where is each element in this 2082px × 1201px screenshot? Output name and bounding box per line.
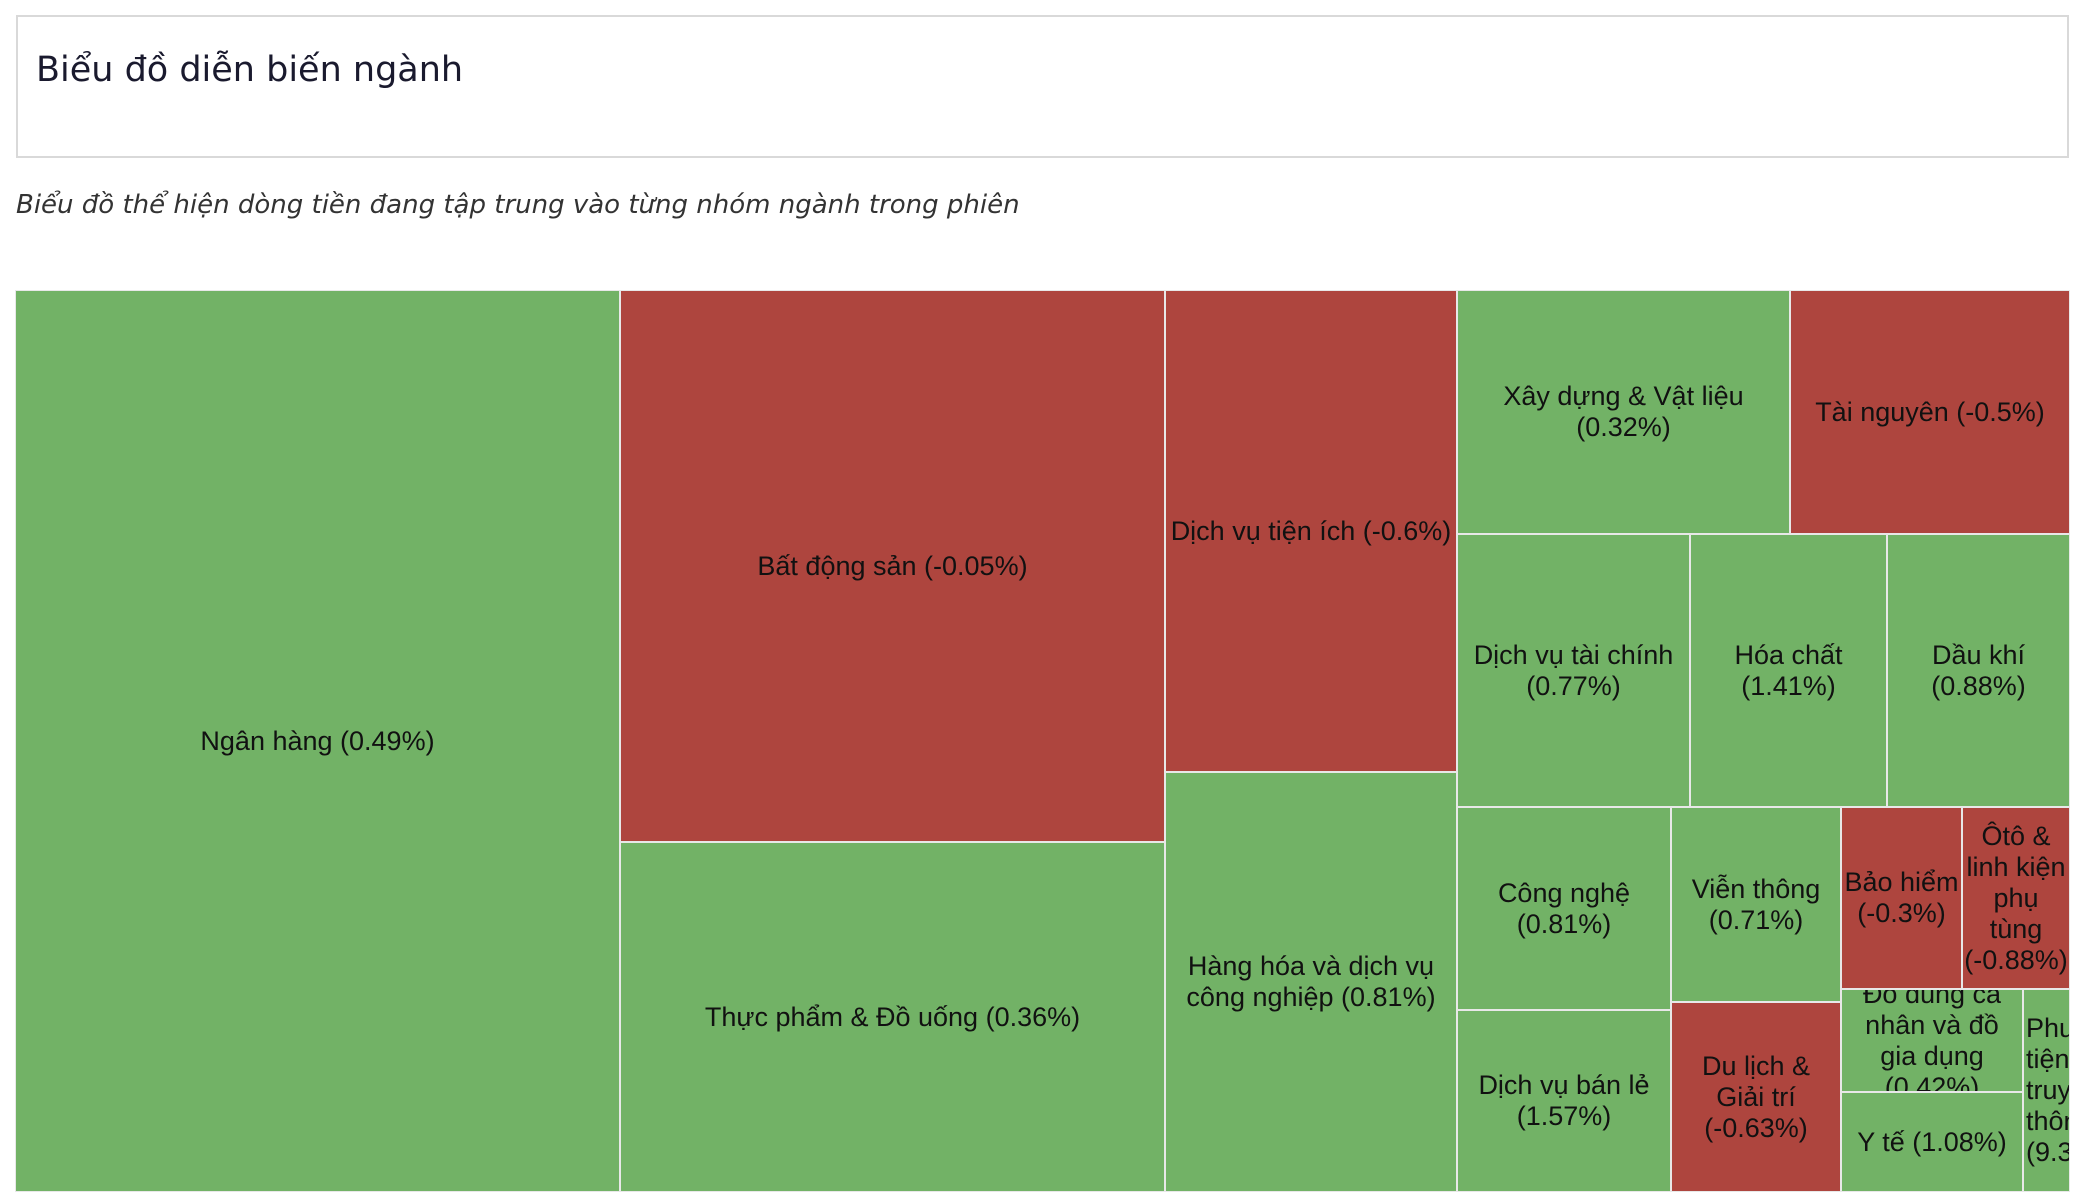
treemap-tile-label: Đồ dùng cá nhân và đồ gia dụng (0.42%): [1862, 989, 2002, 1092]
treemap-tile[interactable]: Dịch vụ bán lẻ (1.57%): [1457, 1010, 1671, 1192]
treemap-tile[interactable]: Dịch vụ tiện ích (-0.6%): [1165, 290, 1457, 772]
treemap-tile-label: Y tế (1.08%): [1857, 1126, 2007, 1157]
treemap-tile-label: Xây dựng & Vật liệu (0.32%): [1503, 381, 1744, 442]
treemap-tile-label: Thực phẩm & Đồ uống (0.36%): [704, 1001, 1081, 1032]
treemap-tile-label: Phưtiệntruythôn(9.3: [2026, 1013, 2070, 1167]
treemap-tile-label: Hàng hóa và dịch vụ công nghiệp (0.81%): [1186, 951, 1436, 1012]
treemap-tile[interactable]: Hóa chất (1.41%): [1690, 534, 1887, 807]
page-title: Biểu đồ diễn biến ngành: [36, 50, 464, 90]
treemap-tile[interactable]: Du lịch & Giải trí (-0.63%): [1671, 1002, 1841, 1192]
chart-header-box: [16, 15, 2069, 158]
treemap-tile-label: Viễn thông (0.71%): [1691, 873, 1821, 935]
treemap-tile[interactable]: Ngân hàng (0.49%): [15, 290, 620, 1192]
treemap-tile[interactable]: Ôtô & linh kiện phụ tùng (-0.88%): [1962, 807, 2070, 989]
treemap-tile[interactable]: Viễn thông (0.71%): [1671, 807, 1841, 1002]
treemap-tile[interactable]: Bảo hiểm (-0.3%): [1841, 807, 1962, 989]
treemap-tile[interactable]: Đồ dùng cá nhân và đồ gia dụng (0.42%): [1841, 989, 2023, 1092]
treemap-tile[interactable]: Bất động sản (-0.05%): [620, 290, 1165, 842]
treemap-tile[interactable]: Thực phẩm & Đồ uống (0.36%): [620, 842, 1165, 1192]
treemap-tile-label: Ngân hàng (0.49%): [200, 725, 435, 756]
chart-subtitle: Biểu đồ thể hiện dòng tiền đang tập trun…: [16, 190, 1020, 220]
treemap-tile[interactable]: Dịch vụ tài chính (0.77%): [1457, 534, 1690, 807]
treemap-tile-label: Bất động sản (-0.05%): [757, 550, 1028, 581]
treemap-tile-label: Hóa chất (1.41%): [1734, 639, 1843, 701]
treemap-tile[interactable]: Hàng hóa và dịch vụ công nghiệp (0.81%): [1165, 772, 1457, 1192]
treemap-tile[interactable]: Tài nguyên (-0.5%): [1790, 290, 2070, 534]
treemap-tile-label: Dầu khí (0.88%): [1931, 639, 2026, 701]
treemap-tile-label: Dịch vụ bán lẻ (1.57%): [1478, 1070, 1650, 1131]
sector-treemap: Ngân hàng (0.49%) Bất động sản (-0.05%) Th…: [15, 290, 2070, 1192]
treemap-tile[interactable]: Dầu khí (0.88%): [1887, 534, 2070, 807]
treemap-tile[interactable]: Xây dựng & Vật liệu (0.32%): [1457, 290, 1790, 534]
treemap-tile-label: Công nghệ (0.81%): [1497, 877, 1631, 939]
treemap-tile-label: Du lịch & Giải trí (-0.63%): [1701, 1050, 1811, 1143]
treemap-tile-label: Dịch vụ tài chính (0.77%): [1473, 639, 1674, 701]
treemap-tile[interactable]: Công nghệ (0.81%): [1457, 807, 1671, 1010]
treemap-tile[interactable]: Phưtiệntruythôn(9.3: [2023, 989, 2070, 1192]
treemap-tile-label: Bảo hiểm (-0.3%): [1844, 867, 1959, 928]
treemap-tile-label: Tài nguyên (-0.5%): [1815, 396, 2045, 427]
treemap-tile-label: Dịch vụ tiện ích (-0.6%): [1170, 515, 1452, 546]
treemap-tile-label: Ôtô & linh kiện phụ tùng (-0.88%): [1964, 820, 2068, 975]
treemap-tile[interactable]: Y tế (1.08%): [1841, 1092, 2023, 1192]
